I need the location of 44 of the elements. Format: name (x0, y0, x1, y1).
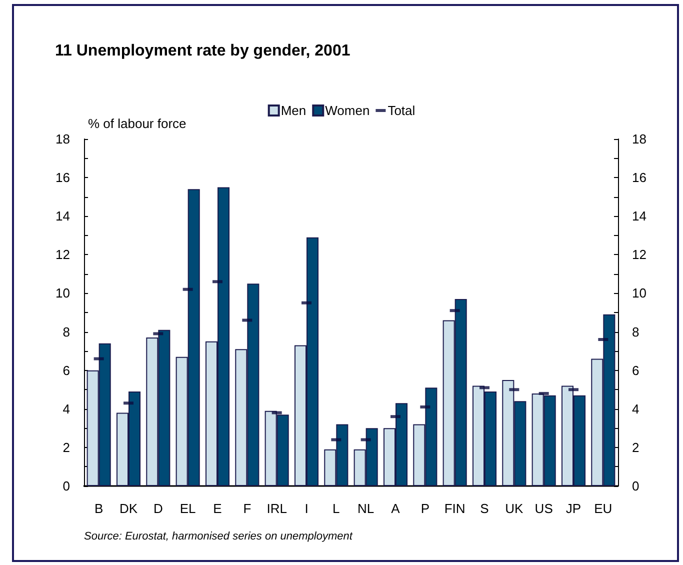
x-tick-label: IRL (266, 501, 287, 516)
legend-label: Women (325, 103, 370, 118)
x-tick-label: L (332, 501, 340, 516)
x-tick-label: D (153, 501, 163, 516)
y2-tick-label: 18 (632, 132, 646, 146)
y-tick-label: 10 (56, 286, 70, 301)
x-tick-label: EU (594, 501, 612, 516)
y2-tick-label: 16 (632, 170, 646, 186)
source-note: Source: Eurostat, harmonised series on unemployment (84, 530, 354, 542)
x-tick-label: B (94, 501, 104, 516)
legend-label: Men (280, 103, 306, 118)
y2-tick-label: 0 (632, 478, 640, 494)
y2-tick-label: 8 (632, 324, 640, 340)
y-tick-label: 6 (62, 362, 70, 378)
y-tick-label: 14 (56, 208, 70, 224)
x-tick-label: EL (180, 501, 196, 516)
x-tick-label: UK (505, 501, 524, 516)
x-tick-label: DK (119, 501, 138, 516)
x-tick-label: P (420, 501, 430, 516)
x-tick-label: NL (358, 501, 374, 516)
y-tick-label: 0 (62, 478, 70, 494)
x-tick-label: I (304, 501, 308, 516)
y2-tick-label: 6 (632, 362, 640, 378)
y2-tick-label: 2 (632, 440, 640, 455)
x-tick-label: FIN (444, 501, 466, 516)
y2-tick-label: 4 (632, 401, 640, 416)
y2-tick-label: 10 (632, 286, 646, 301)
chart-title: 11 Unemployment rate by gender, 2001 (55, 42, 350, 60)
y-tick-label: 2 (62, 440, 70, 455)
y-tick-label: 18 (56, 132, 70, 146)
y2-tick-label: 12 (632, 247, 646, 262)
x-tick-label: A (391, 501, 400, 516)
y-tick-label: 8 (62, 324, 70, 340)
x-tick-label: S (480, 501, 490, 516)
y-tick-label: 4 (62, 401, 70, 416)
y-axis-title: % of labour force (88, 116, 186, 131)
x-tick-label: F (243, 501, 252, 516)
y-tick-label: 16 (56, 170, 70, 186)
x-tick-label: US (534, 501, 554, 516)
legend-label: Total (388, 103, 416, 118)
x-tick-label: JP (566, 501, 582, 516)
y2-tick-label: 14 (632, 208, 646, 224)
y-tick-label: 12 (56, 247, 70, 262)
x-tick-label: E (213, 501, 222, 516)
